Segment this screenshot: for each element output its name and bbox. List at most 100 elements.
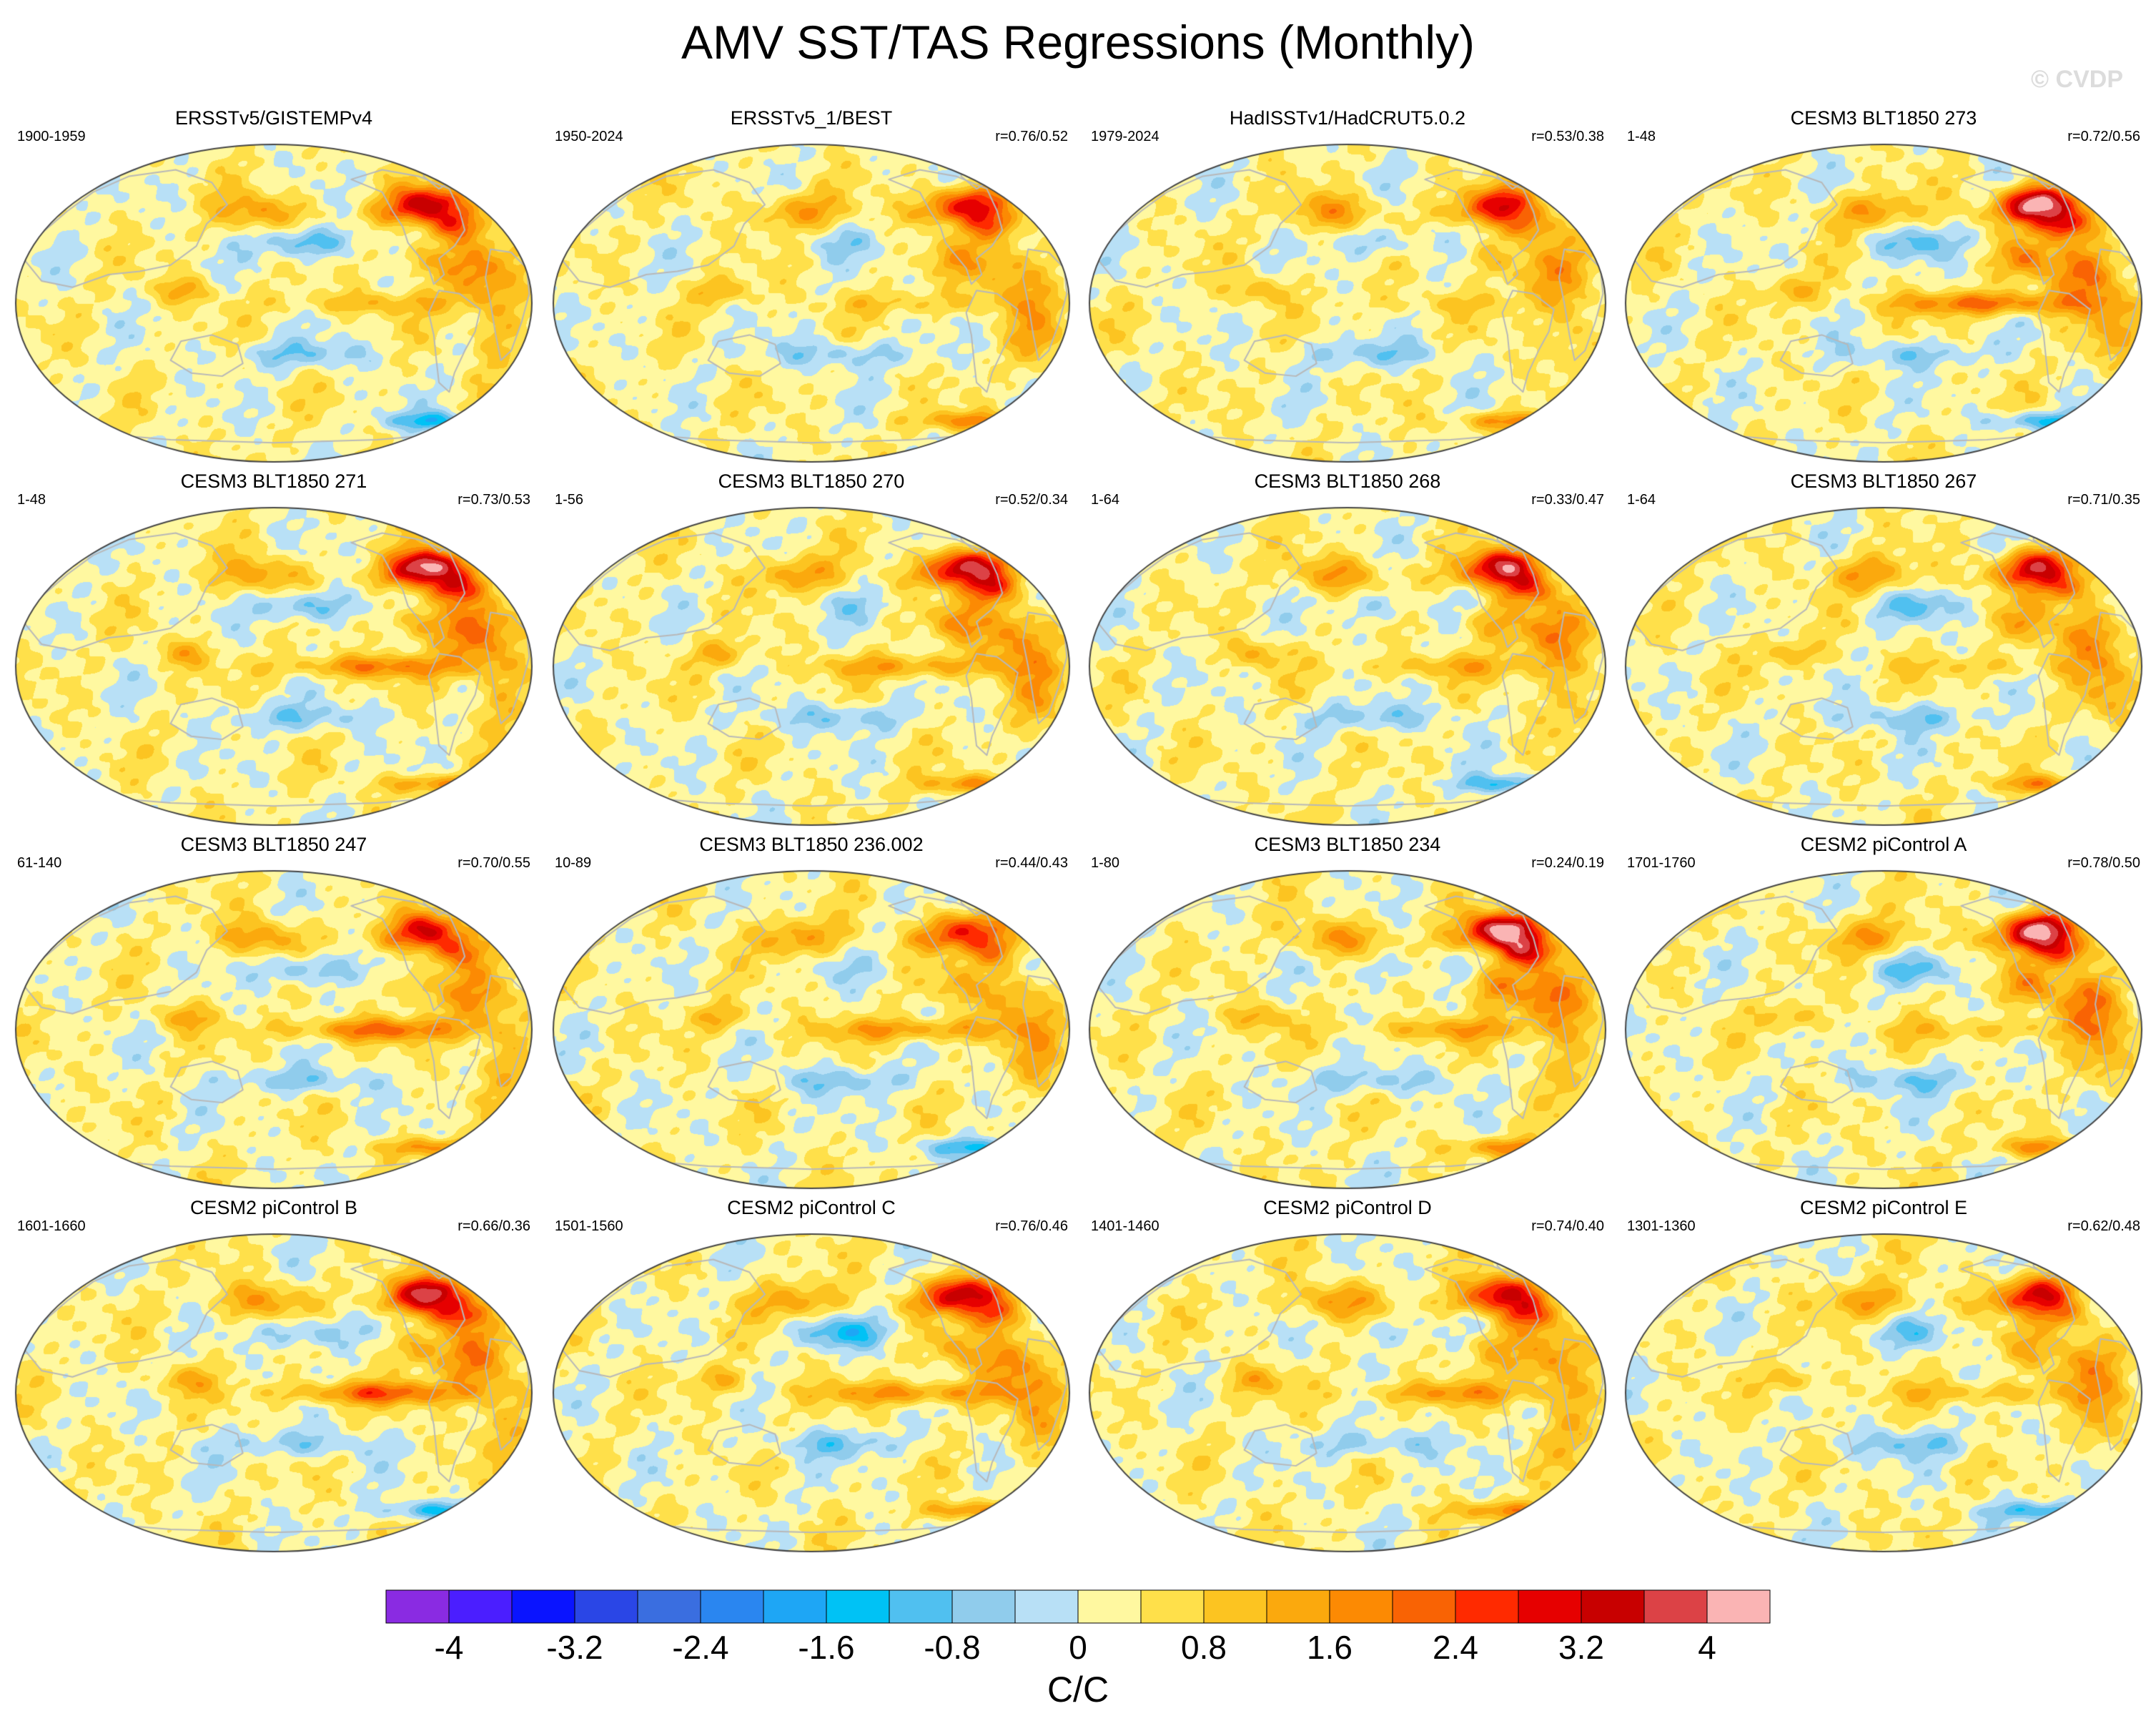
panel-title: CESM3 BLT1850 273	[1790, 107, 1977, 129]
panel-title: CESM2 piControl C	[727, 1197, 896, 1218]
panel-pattern-correlation: r=0.33/0.47	[1531, 492, 1604, 508]
panel-pattern-correlation: r=0.76/0.52	[995, 129, 1068, 144]
figure-title: AMV SST/TAS Regressions (Monthly)	[681, 16, 1475, 69]
panel-title: CESM3 BLT1850 234	[1254, 834, 1441, 855]
map-panel: CESM2 piControl A 1701-1760 r=0.78/0.50	[1616, 832, 2152, 1197]
colorbar-swatch	[574, 1589, 638, 1624]
colorbar-swatch	[511, 1589, 575, 1624]
colorbar-swatch	[1077, 1589, 1142, 1624]
panel-title: CESM3 BLT1850 236.002	[699, 834, 924, 855]
colorbar-swatch	[1518, 1589, 1582, 1624]
panel-title: CESM2 piControl A	[1800, 834, 1967, 855]
regression-map	[1623, 868, 2145, 1191]
panel-pattern-correlation: r=0.73/0.53	[458, 492, 530, 508]
panel-title: ERSSTv5_1/BEST	[730, 107, 893, 129]
panel-pattern-correlation: r=0.44/0.43	[995, 855, 1068, 871]
panel-pattern-correlation: r=0.71/0.35	[2067, 492, 2140, 508]
panel-pattern-correlation: r=0.78/0.50	[2067, 855, 2140, 871]
colorbar-swatch	[448, 1589, 513, 1624]
map-panel: ERSSTv5/GISTEMPv4 1900-1959	[6, 106, 542, 470]
panel-title: CESM3 BLT1850 268	[1254, 470, 1441, 492]
colorbar-tick-label: -3.2	[546, 1629, 603, 1666]
colorbar-tick-label: -1.6	[798, 1629, 854, 1666]
colorbar-swatch	[951, 1589, 1016, 1624]
colorbar-swatch	[1203, 1589, 1267, 1624]
regression-map	[1623, 505, 2145, 828]
colorbar-tick-label: 3.2	[1558, 1629, 1604, 1666]
panel-pattern-correlation: r=0.76/0.46	[995, 1218, 1068, 1234]
colorbar-boxes	[385, 1589, 1771, 1624]
panel-year-range: 1950-2024	[555, 129, 623, 144]
colorbar-swatch	[1140, 1589, 1205, 1624]
regression-map	[13, 1231, 535, 1554]
colorbar-tick-label: 1.6	[1307, 1629, 1353, 1666]
colorbar-swatch	[385, 1589, 450, 1624]
regression-map	[550, 868, 1072, 1191]
colorbar-swatch	[1329, 1589, 1393, 1624]
colorbar-swatch	[1706, 1589, 1771, 1624]
colorbar-swatch	[763, 1589, 827, 1624]
panel-year-range: 1-64	[1091, 492, 1120, 508]
panel-year-range: 1-64	[1627, 492, 1656, 508]
colorbar: -4 -3.2 -2.4 -1.6 -0.8 0 0.8 1.6 2.4 3.2 4 C/C	[385, 1589, 1771, 1710]
panel-year-range: 1900-1959	[17, 129, 86, 144]
map-panel: CESM3 BLT1850 270 1-56 r=0.52/0.34	[543, 469, 1079, 834]
panel-year-range: 10-89	[555, 855, 592, 871]
colorbar-tick-label: -4	[435, 1629, 464, 1666]
colorbar-swatch	[889, 1589, 953, 1624]
colorbar-tick-label: -0.8	[924, 1629, 980, 1666]
panel-title: CESM3 BLT1850 267	[1790, 470, 1977, 492]
colorbar-tick-label: 2.4	[1433, 1629, 1478, 1666]
panel-year-range: 1701-1760	[1627, 855, 1696, 871]
panel-pattern-correlation: r=0.52/0.34	[995, 492, 1068, 508]
panel-pattern-correlation: r=0.74/0.40	[1531, 1218, 1604, 1234]
colorbar-swatch	[1455, 1589, 1519, 1624]
colorbar-swatch	[1266, 1589, 1330, 1624]
map-panel: CESM2 piControl B 1601-1660 r=0.66/0.36	[6, 1195, 542, 1560]
colorbar-swatch	[700, 1589, 764, 1624]
panel-title: CESM3 BLT1850 247	[180, 834, 367, 855]
colorbar-swatch	[637, 1589, 701, 1624]
panel-pattern-correlation: r=0.72/0.56	[2067, 129, 2140, 144]
panel-pattern-correlation: r=0.24/0.19	[1531, 855, 1604, 871]
colorbar-tick-label: 0	[1069, 1629, 1087, 1666]
map-panel: CESM2 piControl E 1301-1360 r=0.62/0.48	[1616, 1195, 2152, 1560]
panel-year-range: 1-80	[1091, 855, 1120, 871]
panel-pattern-correlation: r=0.53/0.38	[1531, 129, 1604, 144]
panel-pattern-correlation: r=0.66/0.36	[458, 1218, 530, 1234]
map-panel: CESM3 BLT1850 271 1-48 r=0.73/0.53	[6, 469, 542, 834]
map-panel: CESM2 piControl C 1501-1560 r=0.76/0.46	[543, 1195, 1079, 1560]
regression-map	[1087, 505, 1608, 828]
panel-pattern-correlation: r=0.62/0.48	[2067, 1218, 2140, 1234]
regression-map	[550, 1231, 1072, 1554]
panel-title: CESM2 piControl B	[189, 1197, 358, 1218]
colorbar-swatch	[1014, 1589, 1079, 1624]
panel-year-range: 1601-1660	[17, 1218, 86, 1234]
panel-pattern-correlation: r=0.70/0.55	[458, 855, 530, 871]
panel-year-range: 1-48	[17, 492, 46, 508]
regression-map	[13, 142, 535, 465]
colorbar-units-label: C/C	[1047, 1670, 1109, 1710]
panel-year-range: 1501-1560	[555, 1218, 623, 1234]
panel-year-range: 1401-1460	[1091, 1218, 1159, 1234]
map-panel: CESM3 BLT1850 236.002 10-89 r=0.44/0.43	[543, 832, 1079, 1197]
map-panel: CESM3 BLT1850 267 1-64 r=0.71/0.35	[1616, 469, 2152, 834]
map-panel: ERSSTv5_1/BEST 1950-2024 r=0.76/0.52	[543, 106, 1079, 470]
regression-map	[1623, 142, 2145, 465]
panel-year-range: 61-140	[17, 855, 62, 871]
cvdp-watermark: © CVDP	[2031, 66, 2123, 93]
regression-map	[1087, 868, 1608, 1191]
colorbar-swatch	[1643, 1589, 1708, 1624]
panel-year-range: 1-48	[1627, 129, 1656, 144]
map-panel: CESM2 piControl D 1401-1460 r=0.74/0.40	[1079, 1195, 1616, 1560]
panel-title: CESM2 piControl D	[1263, 1197, 1432, 1218]
map-panel: CESM3 BLT1850 268 1-64 r=0.33/0.47	[1079, 469, 1616, 834]
panel-year-range: 1301-1360	[1627, 1218, 1696, 1234]
colorbar-swatch	[826, 1589, 890, 1624]
regression-map	[1087, 1231, 1608, 1554]
panel-year-range: 1-56	[555, 492, 584, 508]
colorbar-tick-labels: -4 -3.2 -2.4 -1.6 -0.8 0 0.8 1.6 2.4 3.2 4	[435, 1629, 1716, 1666]
panel-title: CESM3 BLT1850 271	[180, 470, 367, 492]
colorbar-swatch	[1581, 1589, 1645, 1624]
map-panel: CESM3 BLT1850 234 1-80 r=0.24/0.19	[1079, 832, 1616, 1197]
